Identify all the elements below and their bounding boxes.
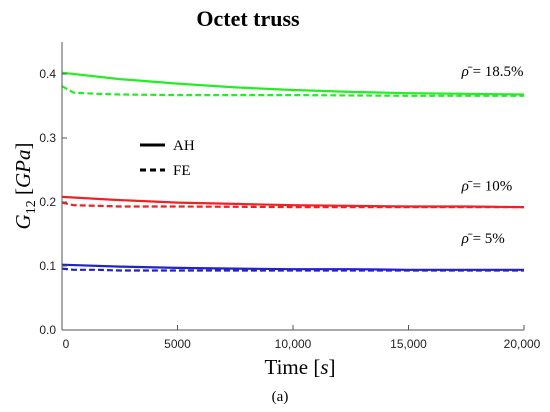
legend-label-fe: FE: [173, 163, 191, 179]
y-label-unit: GPa: [11, 150, 35, 189]
x-tick-label: 10,000: [275, 337, 312, 351]
legend: AH FE: [140, 138, 195, 179]
y-label-close: ]: [11, 143, 35, 150]
series-5-fe-line: [61, 267, 524, 272]
y-label-open: [: [11, 188, 35, 200]
y-axis-label: G12 [GPa]: [11, 143, 39, 230]
x-label-close: ]: [329, 355, 336, 379]
x-label-open: [: [313, 355, 320, 379]
series-185-ah-line: [61, 71, 525, 96]
density-annotations: ρ̄ = 18.5% ρ̄ = 10% ρ̄ = 5%: [461, 64, 524, 247]
x-tick-label: 5000: [164, 337, 191, 351]
y-tick-label: 0.4: [39, 67, 56, 81]
y-label-subscript: 12: [24, 200, 39, 214]
density-annotation: ρ̄ = 5%: [461, 231, 505, 247]
y-tick-label: 0.2: [39, 195, 56, 209]
x-axis-label: Time [s]: [264, 355, 335, 379]
y-tick-label: 0.3: [39, 131, 56, 145]
x-tick-label: 20,000: [504, 337, 541, 351]
legend-label-ah: AH: [173, 138, 195, 154]
density-annotation: ρ̄ = 18.5%: [461, 64, 524, 80]
series-5-ah-line: [61, 263, 524, 271]
x-ticks: 0 5000 10,000 15,000 20,000: [61, 325, 541, 351]
y-tick-label: 0.0: [39, 323, 56, 337]
plot-lines: [61, 71, 525, 272]
x-tick-label: 0: [63, 337, 70, 351]
density-annotation: ρ̄ = 10%: [461, 178, 513, 194]
x-label-unit: s: [320, 355, 328, 379]
series-10-fe-line: [61, 201, 524, 209]
y-label-symbol: G: [11, 214, 35, 229]
y-ticks: 0.0 0.1 0.2 0.3 0.4: [39, 67, 67, 337]
x-tick-label: 15,000: [390, 337, 427, 351]
chart-title: Octet truss: [196, 6, 300, 31]
figure-caption: (a): [272, 389, 289, 405]
series-185-fe-line: [61, 85, 524, 97]
y-tick-label: 0.1: [39, 259, 56, 273]
x-label-main: Time: [264, 355, 313, 379]
series-10-ah-line: [61, 195, 525, 209]
